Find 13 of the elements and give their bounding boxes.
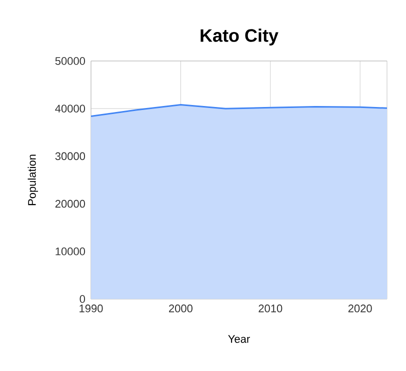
- x-tick-label: 2010: [258, 304, 282, 312]
- y-tick-label: 20000: [55, 200, 86, 208]
- y-tick-label: 50000: [55, 57, 86, 65]
- y-tick-label: 0: [80, 295, 86, 303]
- x-tick-label: 2020: [348, 304, 372, 312]
- x-tick-label: 1990: [80, 304, 103, 312]
- y-tick-label: 40000: [55, 104, 86, 112]
- chart-title: Kato City: [200, 28, 278, 46]
- x-axis-title: Year: [228, 335, 250, 343]
- y-tick-label: 30000: [55, 152, 86, 160]
- x-tick-label: 2000: [169, 304, 192, 312]
- y-axis-title: Population: [28, 154, 38, 206]
- y-tick-label: 10000: [56, 248, 86, 256]
